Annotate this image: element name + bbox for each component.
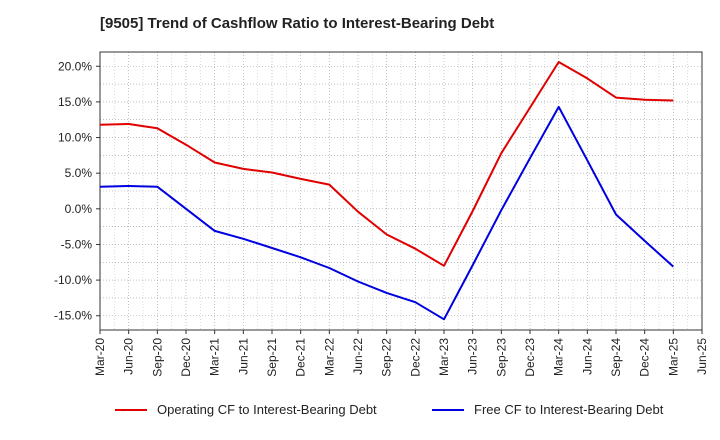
series-lines	[99, 61, 674, 321]
x-tick-label: Dec-22	[408, 338, 422, 377]
y-tick-label: 0.0%	[65, 202, 93, 216]
x-tick-label: Mar-24	[552, 338, 566, 376]
x-tick-label: Mar-22	[322, 338, 336, 376]
y-tick-label: 5.0%	[65, 166, 93, 180]
chart-title: [9505] Trend of Cashflow Ratio to Intere…	[100, 15, 495, 32]
y-tick-label: 10.0%	[58, 131, 92, 145]
legend-label-1: Operating CF to Interest-Bearing Debt	[157, 402, 377, 417]
x-tick-label: Dec-23	[523, 338, 537, 377]
axes: 20.0% 15.0% 10.0% 5.0% 0.0% -5.0% -10.0% -15.0%…	[54, 51, 709, 377]
plot-frame	[99, 51, 703, 331]
y-tick-label: -5.0%	[61, 237, 93, 251]
series-line-2	[99, 105, 674, 321]
x-tick-label: Jun-20	[122, 338, 136, 375]
y-tick-label: -15.0%	[54, 309, 92, 323]
grid-lines	[99, 52, 703, 330]
x-tick-label: Jun-21	[236, 338, 250, 375]
legend: Operating CF to Interest-Bearing Debt Fre…	[115, 402, 664, 417]
x-tick-label: Mar-21	[208, 338, 222, 376]
x-tick-label: Dec-20	[179, 338, 193, 377]
x-tick-label: Mar-23	[437, 338, 451, 376]
y-tick-label: 20.0%	[58, 59, 92, 73]
x-tick-label: Jun-24	[580, 338, 594, 375]
x-tick-label: Dec-21	[294, 338, 308, 377]
x-tick-label: Dec-24	[638, 338, 652, 377]
x-tick-label: Jun-23	[466, 338, 480, 375]
series-line-1	[99, 61, 674, 267]
x-tick-label: Sep-21	[265, 338, 279, 377]
x-tick-label: Sep-24	[609, 338, 623, 377]
x-tick-label: Sep-20	[150, 338, 164, 377]
x-tick-label: Sep-23	[494, 338, 508, 377]
x-tick-label: Jun-22	[351, 338, 365, 375]
y-tick-label: -10.0%	[54, 273, 92, 287]
x-tick-label: Sep-22	[380, 338, 394, 377]
y-tick-label: 15.0%	[58, 95, 92, 109]
x-tick-label: Jun-25	[695, 338, 709, 375]
x-tick-label: Mar-25	[666, 338, 680, 376]
legend-label-2: Free CF to Interest-Bearing Debt	[474, 402, 664, 417]
x-tick-label: Mar-20	[93, 338, 107, 376]
